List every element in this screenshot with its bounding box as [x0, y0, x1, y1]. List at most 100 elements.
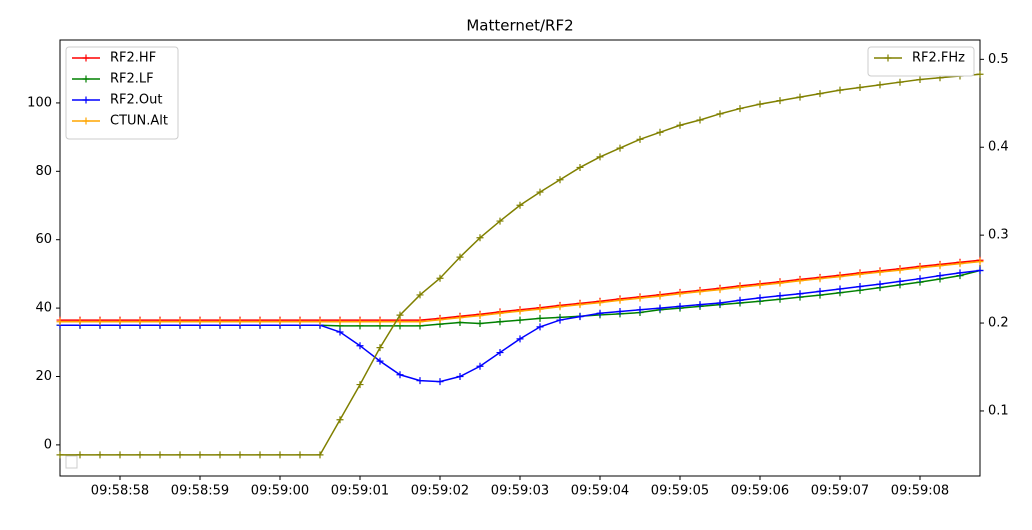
- legend-label: RF2.Out: [110, 93, 162, 108]
- point-marker: [596, 299, 604, 307]
- point-marker: [56, 318, 64, 326]
- point-marker: [536, 314, 544, 322]
- point-marker: [736, 283, 744, 291]
- point-marker: [956, 269, 964, 277]
- point-marker: [936, 262, 944, 270]
- point-marker: [796, 277, 804, 285]
- point-marker: [296, 451, 304, 459]
- point-marker: [976, 70, 984, 78]
- point-marker: [176, 451, 184, 459]
- point-marker: [816, 90, 824, 98]
- x-tick-label: 09:59:02: [411, 484, 469, 499]
- point-marker: [476, 234, 484, 242]
- point-marker: [396, 318, 404, 326]
- point-marker: [536, 323, 544, 331]
- y-tick-label: 20: [35, 369, 52, 384]
- point-marker: [516, 316, 524, 324]
- y-tick-label: 40: [35, 301, 52, 316]
- point-marker: [316, 318, 324, 326]
- point-marker: [156, 451, 164, 459]
- point-marker: [176, 318, 184, 326]
- point-marker: [476, 312, 484, 320]
- point-marker: [956, 260, 964, 268]
- point-marker: [76, 318, 84, 326]
- y-tick-label: 0: [44, 437, 52, 452]
- point-marker: [636, 306, 644, 314]
- point-marker: [876, 268, 884, 276]
- y-tick-label: 60: [35, 232, 52, 247]
- point-marker: [536, 305, 544, 313]
- point-marker: [376, 357, 384, 365]
- point-marker: [776, 279, 784, 287]
- point-marker: [76, 451, 84, 459]
- legend-marker: [884, 54, 892, 62]
- point-marker: [916, 76, 924, 84]
- point-marker: [336, 318, 344, 326]
- point-marker: [736, 296, 744, 304]
- point-marker: [896, 277, 904, 285]
- legend-box: [65, 46, 179, 140]
- point-marker: [336, 416, 344, 424]
- point-marker: [976, 266, 984, 274]
- point-marker: [676, 290, 684, 298]
- point-marker: [236, 451, 244, 459]
- point-marker: [276, 451, 284, 459]
- point-marker: [216, 318, 224, 326]
- point-marker: [796, 290, 804, 298]
- point-marker: [416, 377, 424, 385]
- point-marker: [776, 97, 784, 105]
- point-marker: [296, 318, 304, 326]
- point-marker: [756, 294, 764, 302]
- x-tick-label: 09:58:58: [91, 484, 149, 499]
- point-marker: [196, 451, 204, 459]
- point-marker: [236, 318, 244, 326]
- point-marker: [656, 292, 664, 300]
- chart-title: Matternet/RF2: [466, 17, 573, 35]
- y2-tick-label: 0.5: [988, 52, 1009, 67]
- x-tick-label: 09:58:59: [171, 484, 229, 499]
- point-marker: [356, 318, 364, 326]
- point-marker: [716, 286, 724, 294]
- x-tick-label: 09:59:00: [251, 484, 309, 499]
- point-marker: [816, 287, 824, 295]
- x-tick-label: 09:59:04: [571, 484, 629, 499]
- point-marker: [816, 275, 824, 283]
- point-marker: [496, 349, 504, 357]
- point-marker: [756, 100, 764, 108]
- point-marker: [576, 163, 584, 171]
- point-marker: [856, 283, 864, 291]
- point-marker: [756, 281, 764, 289]
- point-marker: [856, 270, 864, 278]
- empty-legend: [65, 455, 78, 469]
- point-marker: [656, 304, 664, 312]
- point-marker: [496, 318, 504, 326]
- x-tick-label: 09:59:05: [651, 484, 709, 499]
- y2-tick-label: 0.2: [988, 316, 1009, 331]
- point-marker: [276, 318, 284, 326]
- point-marker: [856, 83, 864, 91]
- point-marker: [656, 128, 664, 136]
- point-marker: [696, 116, 704, 124]
- point-marker: [496, 309, 504, 317]
- point-marker: [256, 318, 264, 326]
- x-tick-label: 09:59:07: [811, 484, 869, 499]
- point-marker: [976, 258, 984, 266]
- point-marker: [536, 188, 544, 196]
- point-marker: [716, 110, 724, 118]
- point-marker: [496, 217, 504, 225]
- point-marker: [876, 280, 884, 288]
- point-marker: [616, 144, 624, 152]
- legend-marker: [82, 75, 90, 83]
- point-marker: [636, 135, 644, 143]
- point-marker: [196, 318, 204, 326]
- point-marker: [836, 285, 844, 293]
- point-marker: [696, 288, 704, 296]
- point-marker: [596, 153, 604, 161]
- point-marker: [736, 105, 744, 113]
- point-marker: [796, 93, 804, 101]
- point-marker: [116, 318, 124, 326]
- point-marker: [916, 264, 924, 272]
- point-marker: [376, 318, 384, 326]
- point-marker: [896, 78, 904, 86]
- x-tick-label: 09:59:06: [731, 484, 789, 499]
